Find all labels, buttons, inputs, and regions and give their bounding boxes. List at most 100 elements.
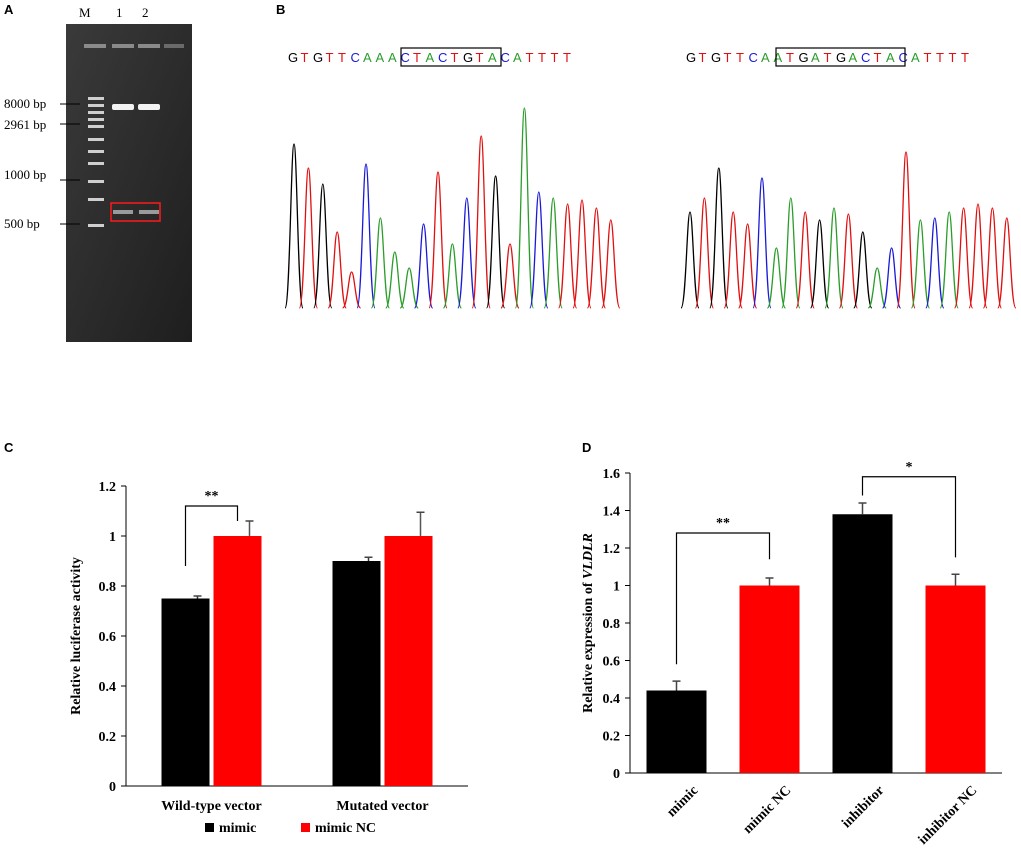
y-tick-label: 0.2 — [99, 730, 117, 745]
legend-label: mimic NC — [315, 821, 376, 836]
chromatogram-peak — [781, 197, 801, 309]
chromatogram-peak — [867, 267, 887, 309]
chart-vldlr-expression: 0 0.2 0.4 0.6 0.8 1 1.2 1.4 1.6 Relative expressi… — [581, 460, 1002, 848]
significance-bracket — [184, 505, 239, 566]
chromatogram-peak — [910, 219, 931, 309]
sequence-base: T — [413, 50, 421, 65]
y-axis-label: Relative expression of VLDLR — [581, 533, 596, 713]
chromatogram-peak — [853, 231, 873, 309]
y-tick-label: 0.6 — [99, 630, 117, 645]
chromatogram-peak — [471, 135, 491, 309]
gel-marker-label: 500 bp — [4, 216, 40, 231]
sequence-base: A — [363, 50, 372, 65]
y-tick-label: 0.4 — [99, 680, 117, 695]
chromatogram-peak — [694, 197, 715, 309]
chart-luciferase: 0 0.2 0.4 0.6 0.8 1 1.2 Relative luciferase act… — [69, 480, 468, 836]
chromatogram-peak — [709, 167, 729, 309]
gel-band-lane1-large — [112, 104, 134, 110]
chromatogram-peak — [500, 243, 520, 309]
chromatogram-trace-wild-type — [284, 107, 621, 309]
sequence-base: A — [774, 50, 783, 65]
sequence-base: T — [874, 50, 882, 65]
gel-band-lane1-small — [113, 210, 133, 214]
gel-marker-label: 8000 bp — [4, 96, 46, 111]
chromatogram-peak — [766, 247, 787, 309]
x-category-label: Wild-type vector — [161, 799, 261, 814]
sequence-base: T — [936, 50, 944, 65]
y-tick-label: 1 — [613, 580, 620, 595]
y-tick-label: 0.8 — [99, 580, 117, 595]
x-category-label: inhibitor NC — [916, 783, 981, 848]
chromatogram-peak — [838, 213, 859, 309]
sequence-base: C — [899, 50, 908, 65]
sequence-base: T — [961, 50, 969, 65]
sequence-base: T — [924, 50, 932, 65]
gel-well — [138, 44, 160, 48]
sequence-base: A — [911, 50, 920, 65]
chromatogram-peak — [413, 223, 434, 309]
legend-swatch — [301, 823, 310, 832]
significance-bracket — [675, 532, 771, 665]
sequence-base: T — [526, 50, 534, 65]
gel-well — [112, 44, 134, 48]
chromatogram-peak — [809, 219, 830, 309]
y-tick-label: 0.4 — [603, 692, 621, 707]
sequence-base: T — [326, 50, 334, 65]
bar — [332, 561, 381, 786]
sequence-base: T — [451, 50, 459, 65]
y-axis-label: Relative luciferase activity — [69, 557, 84, 715]
sequence-base: T — [563, 50, 571, 65]
gel-lane-label: M — [79, 5, 91, 20]
sequence-base: G — [288, 50, 298, 65]
y-axis-label-gene: VLDLR — [581, 533, 596, 579]
chromatogram-peak — [982, 207, 1003, 309]
chromatogram-peak — [428, 171, 448, 309]
sequence-base: T — [786, 50, 794, 65]
chromatogram-peak — [939, 211, 959, 309]
chromatogram-peak — [457, 197, 477, 309]
y-axis-label-prefix: Relative expression of — [581, 579, 596, 713]
y-tick-label: 1.2 — [99, 480, 117, 495]
sequence-base: T — [824, 50, 832, 65]
gel-band-lane2-large — [138, 104, 160, 110]
chromatogram-peak — [370, 217, 391, 309]
bar — [646, 690, 707, 773]
sequence-base: T — [949, 50, 957, 65]
gel-highlight-box — [110, 202, 161, 222]
bar — [213, 536, 262, 786]
y-tick-label: 0.6 — [603, 655, 621, 670]
sequence-base: C — [438, 50, 447, 65]
sequence-base: T — [724, 50, 732, 65]
legend-label: mimic — [219, 821, 256, 836]
bar — [161, 598, 210, 786]
bar — [925, 585, 986, 773]
y-tick-label: 1.4 — [603, 505, 621, 520]
chromatogram-peak — [723, 211, 743, 309]
gel-ladder — [88, 97, 104, 227]
chromatogram-peak — [572, 199, 592, 309]
chromatogram-peak — [953, 207, 974, 309]
chromatogram-peak — [752, 177, 772, 309]
gel-lane-label: 2 — [142, 5, 149, 20]
significance-bracket — [861, 476, 957, 558]
panel-label-b: B — [276, 2, 286, 17]
chromatogram-peak — [601, 219, 621, 309]
gel-marker-label: 1000 bp — [4, 167, 46, 182]
sequence-base: A — [376, 50, 385, 65]
chromatogram-peak — [514, 107, 535, 309]
significance-label: ** — [716, 516, 730, 531]
sequence-base: G — [463, 50, 473, 65]
sequence-base: T — [699, 50, 707, 65]
sequence-base: T — [476, 50, 484, 65]
x-category-label: inhibitor — [839, 783, 887, 831]
sequence-base: A — [488, 50, 497, 65]
y-tick-label: 1.2 — [603, 542, 621, 557]
gel-well — [164, 44, 184, 48]
y-tick-label: 0 — [109, 780, 116, 795]
gel-background — [66, 24, 192, 342]
significance-label: * — [906, 460, 913, 475]
sequence-base: A — [849, 50, 858, 65]
sequence-base: T — [538, 50, 546, 65]
